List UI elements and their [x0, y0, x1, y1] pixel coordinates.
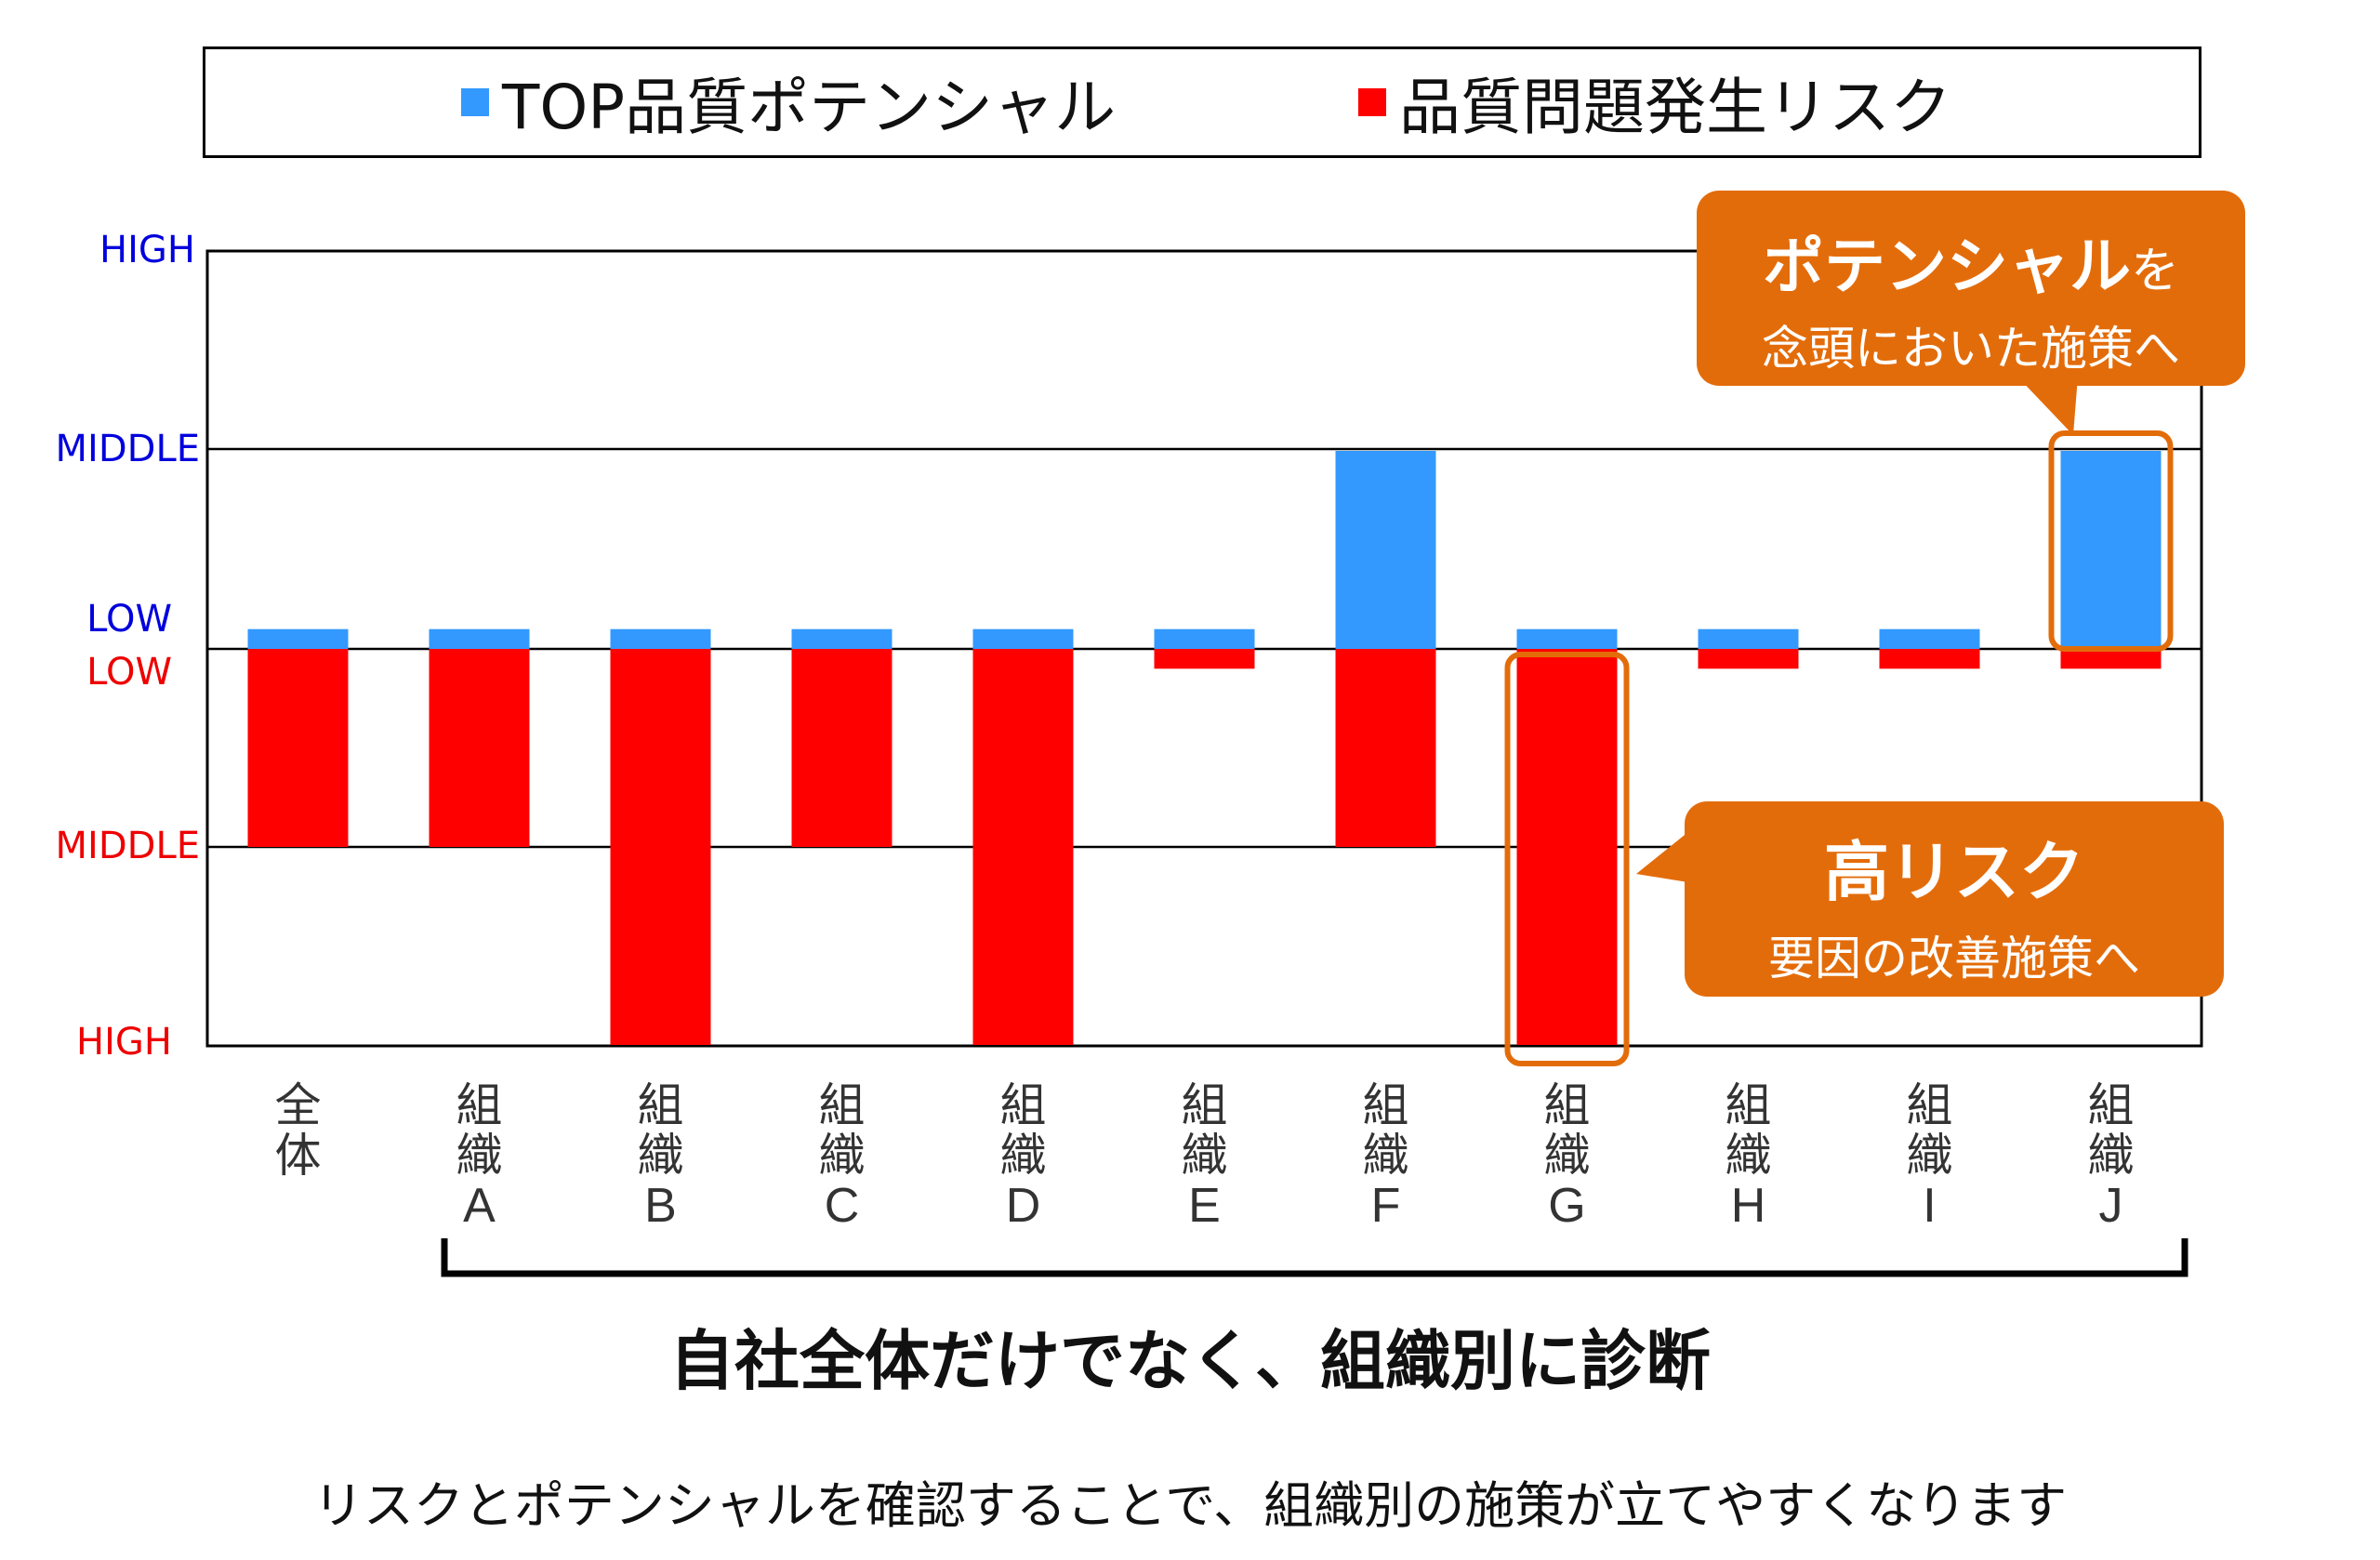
callout-tails [1636, 377, 2078, 883]
x-tick-label-7-char-2: G [1548, 1179, 1586, 1233]
callout-potential-tail [2017, 377, 2078, 435]
callout-potential: ポテンシャルを 念頭においた施策へ [1697, 191, 2245, 386]
x-tick-label-5-char-2: E [1188, 1179, 1221, 1233]
bar-potential-1 [429, 628, 530, 649]
y-label-bottom-high: HIGH [76, 1021, 172, 1064]
x-tick-label-6-char-2: F [1370, 1179, 1401, 1233]
x-tick-label-9-char-0: 組 [1906, 1078, 1953, 1132]
callout-potential-title-main: ポテンシャル [1762, 231, 2131, 302]
legend: TOP品質ポテンシャル 品質問題発生リスク [203, 46, 2202, 158]
x-tick-label-3-char-2: C [824, 1179, 860, 1233]
y-label-top-high: HIGH [99, 229, 195, 271]
bar-potential-3 [791, 628, 892, 649]
bar-potential-9 [1879, 628, 1980, 649]
x-tick-label-0: 全体 [261, 1080, 336, 1181]
x-tick-label-2-char-0: 組 [637, 1078, 684, 1132]
y-label-top-low: LOW [86, 598, 172, 641]
legend-swatch-risk [1358, 88, 1386, 116]
x-tick-label-5-char-0: 組 [1181, 1078, 1228, 1132]
bar-risk-9 [1879, 649, 1980, 669]
x-tick-label-1-char-2: A [463, 1179, 496, 1233]
x-tick-label-4-char-1: 織 [999, 1129, 1047, 1183]
x-tick-label-7-char-0: 組 [1543, 1078, 1591, 1132]
x-tick-label-6-char-0: 組 [1362, 1078, 1409, 1132]
bar-potential-5 [1154, 628, 1255, 649]
callout-risk-text: 要因の改善施策へ [1768, 932, 2140, 985]
x-tick-label-10-char-0: 組 [2087, 1078, 2135, 1132]
x-tick-label-8-char-1: 織 [1725, 1129, 1772, 1183]
bar-risk-3 [791, 649, 892, 847]
group-bracket [441, 1238, 2188, 1277]
bar-potential-10 [2060, 451, 2162, 649]
y-label-top-middle: MIDDLE [55, 428, 200, 470]
x-tick-label-1-char-1: 織 [456, 1129, 503, 1183]
bar-risk-8 [1698, 649, 1799, 669]
legend-label-potential: TOP品質ポテンシャル [502, 72, 1117, 143]
legend-label-risk: 品質問題発生リスク [1399, 72, 1951, 143]
x-tick-label-9-char-2: I [1923, 1179, 1937, 1233]
chart-caption: リスクとポテンシャルを確認することで、組織別の施策が立てやすくなります [312, 1476, 2068, 1535]
callout-potential-title: ポテンシャルを [1697, 217, 2245, 306]
y-label-bottom-low: LOW [86, 651, 172, 694]
bar-risk-6 [1335, 649, 1436, 847]
bar-potential-6 [1335, 451, 1436, 649]
x-tick-label-3-char-0: 組 [818, 1078, 866, 1132]
x-tick-label-0-char-1: 体 [274, 1129, 322, 1183]
x-tick-label-7-char-1: 織 [1543, 1129, 1591, 1183]
x-tick-label-9-char-1: 織 [1906, 1129, 1953, 1183]
bar-risk-5 [1154, 649, 1255, 669]
x-tick-label-1-char-0: 組 [456, 1078, 503, 1132]
bar-risk-10 [2060, 649, 2162, 669]
x-tick-label-8-char-0: 組 [1725, 1078, 1772, 1132]
x-tick-label-5-char-1: 織 [1181, 1129, 1228, 1183]
x-tick-label-4-char-0: 組 [999, 1078, 1047, 1132]
chart-subtitle: 自社全体だけでなく、組織別に診断 [669, 1323, 1711, 1399]
legend-item-potential: TOP品質ポテンシャル [461, 49, 1116, 155]
x-tick-label-6-char-1: 織 [1362, 1129, 1409, 1183]
callout-risk-tail [1636, 827, 1694, 883]
x-tick-label-2-char-1: 織 [637, 1129, 684, 1183]
x-tick-label-2-char-2: B [644, 1179, 677, 1233]
bar-potential-4 [972, 628, 1074, 649]
bar-risk-1 [429, 649, 530, 847]
callout-potential-title-suffix: を [2130, 244, 2179, 299]
callout-potential-text: 念頭においた施策へ [1762, 322, 2180, 376]
legend-swatch-potential [461, 88, 489, 116]
x-tick-label-0-char-0: 全 [274, 1078, 322, 1132]
bar-risk-2 [610, 649, 711, 1045]
x-tick-label-10-char-2: J [2098, 1179, 2123, 1233]
chart-bars [247, 451, 2162, 1045]
bar-potential-0 [247, 628, 349, 649]
y-label-bottom-middle: MIDDLE [55, 825, 200, 867]
x-tick-label-3-char-1: 織 [818, 1129, 866, 1183]
x-tick-label-8-char-2: H [1730, 1179, 1766, 1233]
highlight-org-g [1504, 652, 1630, 1066]
bar-risk-0 [247, 649, 349, 847]
chart-highlights [1504, 430, 2174, 1066]
bar-potential-7 [1516, 628, 1618, 649]
x-tick-label-10-char-1: 織 [2087, 1129, 2135, 1183]
highlight-org-j [2048, 430, 2174, 652]
bar-potential-2 [610, 628, 711, 649]
bar-potential-8 [1698, 628, 1799, 649]
callout-risk-title: 高リスク [1824, 834, 2084, 910]
bar-risk-4 [972, 649, 1074, 1045]
x-tick-label-4-char-2: D [1005, 1179, 1041, 1233]
bar-risk-7 [1516, 649, 1618, 1045]
legend-item-risk: 品質問題発生リスク [1358, 49, 1951, 155]
callout-risk: 高リスク 要因の改善施策へ [1685, 801, 2224, 997]
